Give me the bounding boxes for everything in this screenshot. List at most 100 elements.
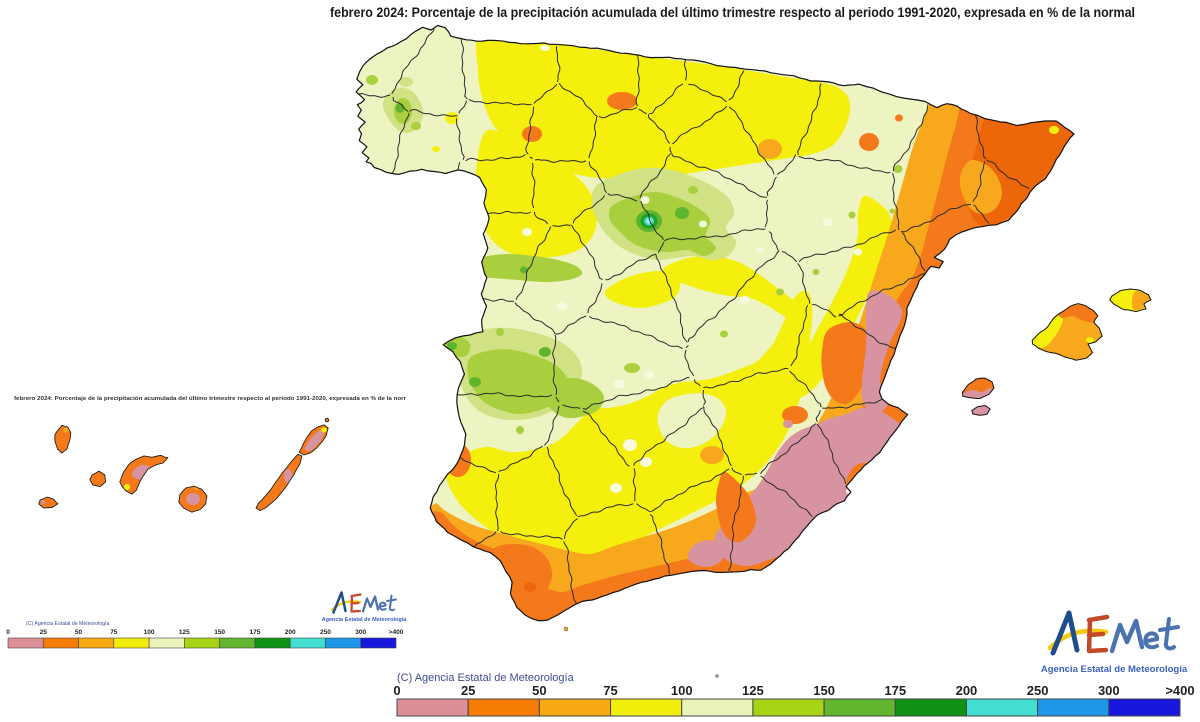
border-Toledo-Badajoz	[555, 396, 560, 403]
aemet-logo: Agencia Estatal de Meteorología	[1041, 610, 1188, 675]
border-Palencia-Burgos	[588, 116, 597, 159]
inset-legend-segment-4	[148, 637, 185, 649]
island-la-gomera-base	[89, 471, 106, 487]
blob-pale-speck-4	[823, 218, 833, 226]
border-Gipuzkoa-Álava	[688, 83, 727, 103]
legend-segment-1	[467, 698, 540, 717]
border-Lleida-Girona	[974, 115, 987, 160]
mainland-coastline	[355, 24, 1075, 622]
blob-green-galicia-dot0	[395, 103, 405, 113]
border-Navarra-Huesca	[797, 83, 822, 156]
border-Zaragoza-Lleida	[892, 172, 900, 230]
inset-legend-segment-0	[7, 637, 44, 649]
island-mallorca-coast	[1031, 303, 1103, 361]
blob-pale-dots-s4	[613, 379, 625, 389]
blob-amber-catalonia-inner	[959, 159, 1003, 215]
island-lanzarote	[298, 424, 329, 456]
border-Girona-Barcelona	[986, 159, 1030, 189]
island-el-hierro-coast	[38, 496, 59, 509]
border-Álava-La Rioja	[672, 106, 728, 145]
border-León-Palencia	[525, 106, 535, 155]
border-Ávila-Segovia	[571, 224, 603, 281]
border-Jaén-Granada	[649, 468, 730, 513]
inset-legend-segment-1	[42, 637, 79, 649]
blob-green-caceres-dot	[539, 347, 551, 357]
island-mallorca-patch1	[1057, 304, 1098, 323]
border-Burgos-Soria	[639, 153, 672, 199]
border-La Rioja-Burgos	[669, 146, 672, 154]
blob-yellow-galicia-dot1	[445, 112, 459, 124]
border-Soria-Guadalajara	[663, 228, 766, 242]
blob-green-soria-dot	[675, 207, 689, 219]
border-Ávila-Cáceres	[514, 302, 556, 335]
blob-orange-leon-dot	[522, 126, 542, 142]
inset-legend-label-125: 125	[179, 629, 190, 636]
inset-legend-label-250: 250	[320, 629, 331, 636]
blob-ygreen-caceres	[467, 349, 569, 414]
blob-orange-granada-dot	[782, 406, 808, 424]
island-la-gomera-coast	[89, 470, 107, 488]
border-Albacete-Granada	[731, 467, 742, 476]
border-Albacete-Valencia	[789, 370, 822, 408]
blob-orange-badajoz-border	[445, 443, 471, 477]
border-Córdoba-Jaén	[632, 468, 637, 502]
border-Albacete-Almería	[744, 472, 758, 476]
border-Palencia-Zamora	[529, 156, 533, 159]
aemet-logo-small: Agencia Estatal de Meteorología	[322, 591, 407, 623]
border-Toledo-Ciudad Real	[582, 376, 690, 410]
blob-yellow-guadalajara	[663, 255, 801, 321]
island-tenerife-patch1	[124, 484, 130, 490]
legend-label-50: 50	[532, 683, 546, 698]
border-Valladolid-Ávila	[552, 224, 571, 227]
island-mallorca-patch0	[1032, 312, 1063, 348]
blob-ygreen-soria-dot2	[688, 186, 698, 194]
main-copyright: (C) Agencia Estatal de Meteorología	[397, 672, 575, 684]
border-Barcelona-Tarragona	[973, 204, 990, 224]
border-Cuenca-Toledo	[684, 349, 695, 377]
blob-green-extr-dot1	[470, 316, 480, 324]
border-Teruel-Castellón	[838, 272, 926, 316]
blob-pale-dots-s3	[610, 483, 622, 493]
inset-color-scale: 0 25 50 75 100 125 150 175 200 250 300 >400	[6, 629, 404, 649]
border-Asturias-León	[468, 98, 532, 106]
border-Ciudad Real-Jaén	[633, 407, 703, 466]
inset-legend-label-75: 75	[110, 629, 118, 636]
inset-legend-segment-5	[184, 637, 220, 649]
blob-green-cream-dot3	[720, 330, 728, 338]
blob-orange-navarra-dot2	[895, 114, 903, 122]
border-Madrid-Cuenca	[685, 344, 689, 349]
island-gran-canaria-coast	[178, 485, 208, 513]
border-Lugo-Pontevedra	[392, 96, 409, 112]
border-Albacete-Alicante	[815, 409, 821, 422]
island-la-graciosa-coast	[324, 417, 330, 423]
legend-segment-0	[396, 698, 469, 717]
border-Ciudad Real-Albacete	[702, 389, 707, 406]
border-Badajoz-Sevilla	[498, 445, 544, 472]
blob-green-galicia-dot2	[399, 77, 413, 87]
legend-segment-5	[752, 698, 825, 717]
logo-subtitle: Agencia Estatal de Meteorología	[1041, 664, 1188, 675]
legend-label-150: 150	[813, 683, 835, 698]
border-Lugo-León	[458, 100, 468, 114]
main-color-scale: 0 25 50 75 100 125 150 175 200 250 300 >400	[393, 683, 1195, 717]
logo-letter-e2	[1143, 631, 1160, 650]
balearic-islands	[961, 288, 1152, 416]
legend-label-75: 75	[603, 683, 617, 698]
inset-legend-segment-8	[289, 637, 326, 649]
border-Madrid-Toledo	[588, 315, 684, 350]
island-la-palma-coast	[54, 424, 72, 454]
blob-green-cream-dot1	[776, 288, 784, 296]
blob-green-extr-dot3	[450, 426, 460, 434]
logo-letter-m	[1109, 618, 1145, 654]
island-lanzarote-patch0	[304, 429, 325, 452]
border-Burgos-Segovia	[607, 192, 637, 202]
border-Bizkaia-Álava	[649, 83, 684, 115]
border-Málaga-Cádiz	[563, 541, 577, 604]
blob-green-gredos-dot2	[520, 266, 528, 274]
blob-ygreen-e-montes	[624, 363, 640, 373]
border-León-Zamora	[465, 154, 526, 162]
blob-green-gredos-dot1	[465, 264, 475, 272]
border-Valladolid-Zamora	[531, 162, 536, 209]
blob-pale-dot-burgos	[640, 196, 650, 204]
